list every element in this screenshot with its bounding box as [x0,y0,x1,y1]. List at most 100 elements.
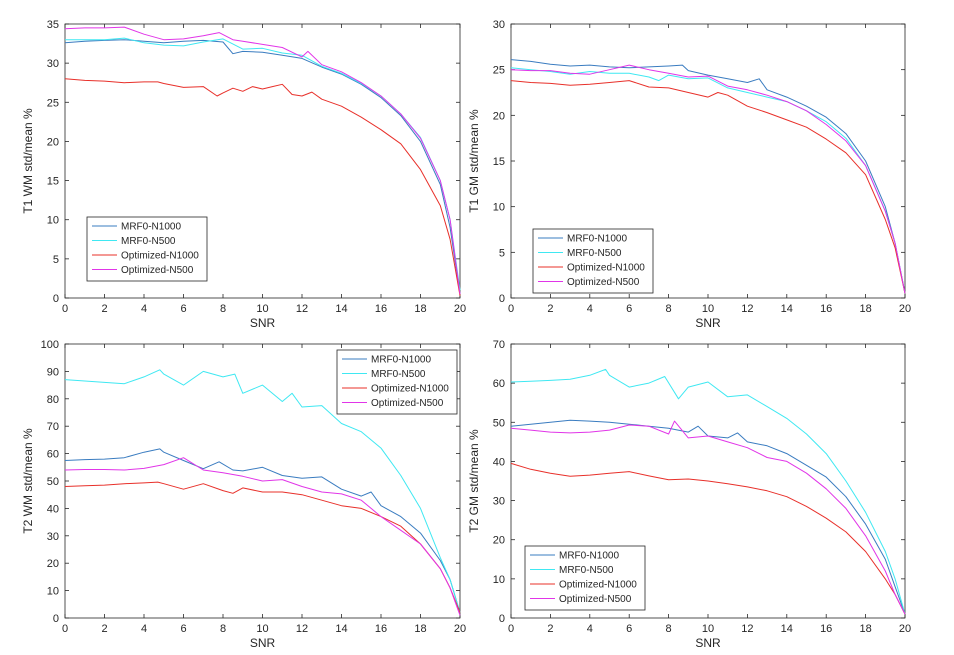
legend-label: MRF0-N1000 [371,355,431,366]
y-tick-label: 5 [53,254,59,266]
x-tick-label: 0 [62,623,68,635]
x-tick-label: 4 [141,303,147,315]
x-tick-label: 0 [62,303,68,315]
y-tick-label: 20 [493,110,505,122]
series-line-optimized-n1000 [510,80,906,294]
y-tick-label: 15 [47,176,59,188]
y-tick-label: 25 [493,65,505,77]
series-line-mrf0-n500 [510,368,906,615]
x-tick-label: 12 [741,623,753,635]
legend-label: MRF0-N1000 [559,551,619,562]
x-axis-label: SNR [250,316,276,330]
legend-box [336,349,458,415]
y-tick-label: 20 [493,535,505,547]
series-line-mrf0-n500 [64,369,461,613]
x-tick-label: 10 [702,623,714,635]
legend-label: MRF0-N500 [371,369,426,380]
x-tick-label: 2 [101,303,107,315]
x-tick-label: 6 [626,623,632,635]
x-tick-label: 6 [626,303,632,315]
legend-label: Optimized-N1000 [371,384,449,395]
y-tick-label: 20 [47,136,59,148]
x-tick-label: 18 [414,303,426,315]
y-tick-label: 25 [47,97,59,109]
series-line-mrf0-n1000 [64,39,461,295]
x-axis-label: SNR [695,316,721,330]
x-tick-label: 16 [375,303,387,315]
chart-3: 0 2 4 6 8 10 12 14 16 18 20 0 10 20 30 40 50 60 70 80 90 100 S… [21,339,466,650]
x-tick-label: 2 [547,303,553,315]
x-tick-label: 16 [820,623,832,635]
y-tick-label: 10 [493,574,505,586]
y-tick-label: 50 [493,417,505,429]
legend-label: MRF0-N500 [559,565,614,576]
series-line-optimized-n500 [64,457,461,616]
x-tick-label: 20 [454,623,466,635]
y-tick-label: 30 [47,58,59,70]
y-tick-label: 20 [47,558,59,570]
legend-label: MRF0-N500 [121,236,176,247]
legend: MRF0-N1000 MRF0-N500 Optimized-N1000 Optimi… [532,228,654,294]
x-tick-label: 10 [702,303,714,315]
y-tick-label: 40 [47,503,59,515]
series-line-optimized-n500 [510,420,906,615]
y-tick-label: 10 [47,215,59,227]
y-tick-label: 0 [53,293,59,305]
x-tick-label: 16 [375,623,387,635]
y-tick-label: 0 [53,613,59,625]
x-tick-label: 6 [180,623,186,635]
x-tick-label: 20 [899,623,911,635]
y-tick-label: 70 [47,421,59,433]
x-tick-label: 2 [101,623,107,635]
legend-label: MRF0-N1000 [121,222,181,233]
y-tick-label: 0 [499,293,505,305]
series-line-mrf0-n1000 [510,419,906,615]
x-tick-label: 8 [666,623,672,635]
x-tick-label: 8 [666,303,672,315]
x-tick-label: 10 [256,303,268,315]
x-tick-label: 18 [859,303,871,315]
y-tick-label: 10 [493,202,505,214]
x-tick-label: 0 [508,303,514,315]
legend-box [524,545,646,611]
y-tick-label: 100 [41,339,59,351]
x-tick-label: 4 [587,623,593,635]
y-tick-label: 0 [499,613,505,625]
y-tick-label: 60 [47,449,59,461]
x-tick-label: 20 [454,303,466,315]
legend: MRF0-N1000 MRF0-N500 Optimized-N1000 Optimi… [524,545,646,611]
y-tick-label: 80 [47,394,59,406]
y-tick-label: 70 [493,339,505,351]
x-tick-label: 18 [859,623,871,635]
x-tick-label: 14 [781,623,793,635]
series-line-optimized-n1000 [64,481,461,613]
y-tick-label: 10 [47,586,59,598]
series-line-optimized-n1000 [510,462,906,615]
legend-label: MRF0-N1000 [567,234,627,245]
legend: MRF0-N1000 MRF0-N500 Optimized-N1000 Optimi… [336,349,458,415]
y-tick-label: 30 [493,19,505,31]
legend-label: Optimized-N500 [559,594,632,605]
y-tick-label: 30 [493,496,505,508]
series-line-mrf0-n1000 [64,448,461,613]
x-tick-label: 12 [296,303,308,315]
x-tick-label: 8 [220,623,226,635]
y-tick-label: 5 [499,247,505,259]
x-axis-label: SNR [695,636,721,650]
series-line-optimized-n500 [510,64,906,294]
legend-box [86,216,208,282]
legend-label: Optimized-N500 [567,277,640,288]
legend-label: Optimized-N500 [371,398,444,409]
series-line-optimized-n1000 [64,78,461,296]
x-tick-label: 14 [335,623,347,635]
chart-1: 0 2 4 6 8 10 12 14 16 18 20 0 5 10 15 20 25 30 35 SNR T1 WM … [21,19,466,330]
x-tick-label: 12 [296,623,308,635]
y-tick-label: 90 [47,366,59,378]
x-tick-label: 0 [508,623,514,635]
series-line-optimized-n500 [64,26,461,295]
y-tick-label: 50 [47,476,59,488]
chart-2: 0 2 4 6 8 10 12 14 16 18 20 0 5 10 15 20 25 30 SNR T1 GM st… [467,19,911,330]
x-tick-label: 20 [899,303,911,315]
y-axis-label: T2 WM std/mean % [21,428,35,534]
